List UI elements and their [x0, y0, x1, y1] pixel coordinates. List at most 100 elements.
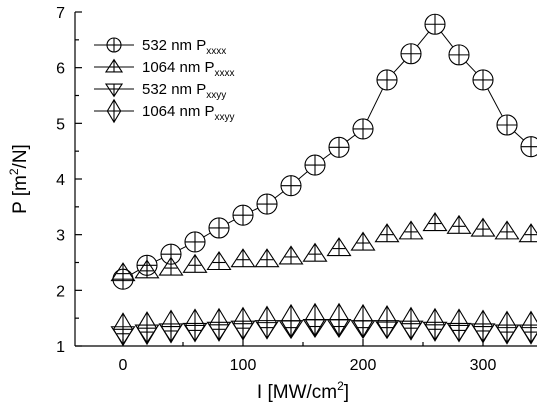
series-line-segment	[298, 171, 308, 180]
series-line-segment	[131, 269, 139, 275]
data-point	[304, 154, 326, 176]
series-1064-nm-p-xxxx	[110, 212, 537, 282]
legend-label: 532 nm Pxxyy	[142, 81, 226, 101]
data-point	[206, 321, 232, 341]
data-point	[184, 231, 206, 253]
series-line-segment	[416, 31, 430, 47]
data-point	[232, 204, 254, 226]
legend-entry: 1064 nm Pxxyy	[94, 98, 235, 124]
series-line-segment	[346, 134, 356, 142]
data-point	[278, 245, 304, 265]
data-point	[254, 320, 280, 340]
data-point	[398, 320, 424, 340]
data-point	[206, 250, 232, 271]
y-tick-label: 2	[56, 283, 65, 300]
x-axis-label: I [MW/cm2]	[257, 379, 349, 403]
data-point	[422, 212, 448, 232]
series-line-segment	[274, 191, 284, 199]
y-tick-label: 7	[56, 5, 65, 22]
data-point	[278, 320, 304, 340]
series-line-segment	[393, 60, 405, 73]
y-tick-label: 3	[56, 228, 65, 245]
data-point	[208, 217, 230, 239]
data-point	[350, 320, 376, 340]
y-tick-label: 4	[56, 172, 65, 189]
y-tick-label: 5	[56, 116, 65, 133]
legend-entry: 532 nm Pxxyy	[94, 81, 226, 101]
series-line-segment	[251, 207, 259, 212]
data-point	[422, 321, 448, 341]
data-point	[230, 248, 256, 268]
data-point	[326, 318, 352, 339]
x-tick-label: 0	[119, 357, 128, 374]
data-point	[494, 324, 520, 344]
data-point	[256, 193, 278, 215]
data-point	[182, 322, 208, 342]
data-point	[112, 268, 134, 290]
data-point	[302, 242, 328, 262]
data-point	[158, 323, 184, 343]
data-point	[280, 175, 302, 197]
legend-entry: 532 nm Pxxxx	[94, 37, 226, 57]
data-point	[136, 254, 158, 276]
data-point	[520, 310, 537, 345]
series-line-segment	[155, 257, 163, 262]
data-point	[110, 326, 136, 346]
legend-label: 1064 nm Pxxxx	[142, 59, 235, 79]
series-532-nm-p-xxyy	[110, 318, 537, 346]
data-point	[424, 13, 446, 35]
data-point	[374, 320, 400, 340]
data-point	[352, 118, 374, 140]
x-tick-label: 300	[470, 357, 497, 374]
legend-marker	[106, 37, 122, 53]
series-line-segment	[203, 232, 211, 238]
legend-marker	[104, 58, 124, 73]
data-point	[520, 136, 537, 158]
legend-marker	[106, 98, 122, 124]
x-tick-label: 100	[230, 357, 257, 374]
series-line-segment	[366, 88, 384, 121]
series-line-segment	[179, 246, 187, 251]
data-point	[182, 253, 208, 273]
marker-triangle	[518, 223, 537, 243]
data-point	[374, 223, 400, 243]
data-point	[328, 136, 350, 158]
data-point	[518, 223, 537, 243]
legend-label: 532 nm Pxxxx	[142, 37, 226, 57]
data-point	[350, 231, 376, 251]
data-point	[494, 220, 520, 240]
series-line-segment	[487, 88, 503, 117]
series-line-segment	[440, 31, 454, 48]
data-point	[496, 114, 518, 136]
data-point	[302, 318, 328, 339]
y-axis-label: P [m2/N]	[7, 144, 31, 214]
series-line-segment	[322, 152, 332, 160]
data-point	[254, 248, 280, 268]
data-point	[446, 322, 472, 342]
data-point	[470, 323, 496, 343]
data-point	[326, 237, 352, 257]
data-point	[448, 44, 470, 66]
series-line-segment	[465, 61, 477, 74]
data-point	[398, 220, 424, 240]
data-point	[134, 324, 160, 344]
legend-marker	[104, 83, 124, 98]
plot-marks	[110, 13, 537, 347]
data-point	[230, 320, 256, 340]
axes: 1 2 3 4 5 6 7 0 100 200 300	[56, 5, 537, 374]
x-tick-label: 200	[350, 357, 377, 374]
series-line-segment	[227, 219, 235, 224]
legend-entry: 1064 nm Pxxxx	[94, 58, 235, 79]
series-line-segment	[514, 131, 524, 141]
data-point	[376, 69, 398, 91]
axis-labels: I [MW/cm2] P [m2/N]	[7, 144, 349, 403]
data-point	[160, 243, 182, 265]
data-point	[400, 43, 422, 65]
data-point	[446, 214, 472, 234]
data-point	[472, 69, 494, 91]
legend-label: 1064 nm Pxxyy	[142, 103, 235, 123]
data-point	[470, 217, 496, 237]
series-1064-nm-p-xxyy	[112, 302, 537, 347]
